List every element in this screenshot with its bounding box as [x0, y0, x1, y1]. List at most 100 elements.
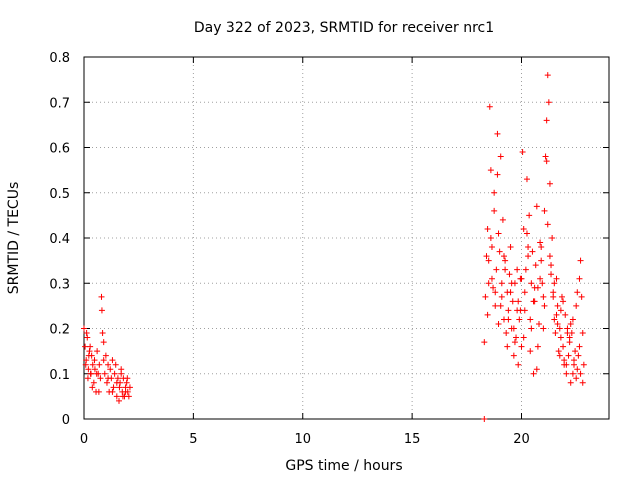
data-point: [506, 271, 513, 278]
data-point: [544, 221, 551, 228]
data-point: [485, 280, 492, 287]
data-point: [569, 316, 576, 323]
data-point: [530, 370, 537, 377]
data-point: [523, 230, 530, 237]
data-point: [558, 293, 565, 300]
data-point: [109, 388, 116, 395]
data-point: [86, 348, 93, 355]
data-point: [572, 348, 579, 355]
data-point: [493, 266, 500, 273]
y-tick-label: 0.6: [49, 142, 70, 157]
data-point: [494, 171, 501, 178]
data-point: [492, 302, 499, 309]
data-point: [538, 244, 545, 251]
data-point: [560, 343, 567, 350]
data-point: [119, 393, 126, 400]
data-point: [557, 307, 564, 314]
data-point: [99, 330, 106, 337]
data-point: [110, 384, 117, 391]
data-point: [567, 379, 574, 386]
data-point: [565, 352, 572, 359]
data-point: [109, 357, 116, 364]
data-point: [548, 262, 555, 269]
data-point: [576, 275, 583, 282]
data-point: [551, 316, 558, 323]
data-point: [505, 316, 512, 323]
data-point: [490, 284, 497, 291]
data-point: [533, 203, 540, 210]
data-point: [118, 366, 125, 373]
data-point: [545, 99, 552, 106]
y-tick-label: 0.2: [49, 323, 70, 338]
data-point: [481, 339, 488, 346]
data-point: [556, 352, 563, 359]
data-point: [528, 280, 535, 287]
data-point: [541, 207, 548, 214]
x-tick-label: 10: [294, 432, 311, 447]
data-point: [577, 370, 584, 377]
data-point: [580, 361, 587, 368]
data-point: [85, 366, 92, 373]
data-point: [101, 370, 108, 377]
data-point: [540, 325, 547, 332]
data-point: [532, 262, 539, 269]
data-point: [497, 153, 504, 160]
data-point: [123, 379, 130, 386]
data-point: [484, 225, 491, 232]
data-point: [487, 235, 494, 241]
data-point: [548, 271, 555, 278]
data-point: [508, 280, 515, 287]
data-point: [111, 370, 118, 377]
data-point: [557, 334, 564, 341]
data-point: [540, 293, 547, 300]
axis-ticks: 0 5 10 15 20 0 0.1 0.2 0.3 0.4 0.5 0.6 0.7 0.8: [49, 51, 609, 447]
x-tick-label: 20: [513, 432, 530, 447]
y-tick-label: 0.1: [49, 368, 70, 383]
data-point: [497, 302, 504, 309]
data-point: [91, 357, 98, 364]
data-point: [116, 397, 122, 404]
data-point: [574, 366, 581, 373]
data-point: [574, 289, 581, 296]
data-point: [531, 284, 538, 291]
data-point: [502, 257, 509, 264]
data-point: [105, 361, 112, 368]
data-point: [546, 180, 553, 187]
data-point: [103, 379, 110, 386]
y-tick-label: 0.7: [49, 96, 70, 111]
data-point: [491, 207, 498, 214]
data-point: [107, 366, 114, 373]
data-point: [560, 298, 567, 305]
data-point: [96, 361, 103, 368]
data-point: [81, 325, 87, 332]
data-point: [97, 375, 104, 382]
data-point: [520, 334, 527, 341]
data-point: [579, 379, 586, 386]
data-point: [496, 248, 503, 255]
data-point: [504, 343, 511, 350]
data-point: [552, 330, 559, 337]
data-point: [491, 189, 498, 196]
data-point: [553, 275, 560, 282]
data-point: [537, 239, 544, 246]
data-point: [90, 379, 97, 386]
data-point: [521, 307, 528, 314]
data-point: [85, 352, 92, 359]
data-point: [567, 320, 574, 327]
data-point: [546, 253, 553, 260]
data-point: [563, 361, 570, 368]
data-point: [576, 343, 583, 350]
data-point: [113, 379, 120, 386]
data-point: [536, 320, 542, 327]
data-point: [486, 103, 493, 110]
data-point: [100, 357, 107, 364]
data-point: [494, 130, 501, 137]
data-point: [83, 330, 90, 337]
data-point: [578, 293, 585, 300]
data-point: [114, 375, 121, 382]
data-point: [523, 176, 530, 183]
y-tick-label: 0: [62, 413, 70, 428]
data-point: [98, 293, 105, 300]
data-point: [573, 302, 580, 309]
